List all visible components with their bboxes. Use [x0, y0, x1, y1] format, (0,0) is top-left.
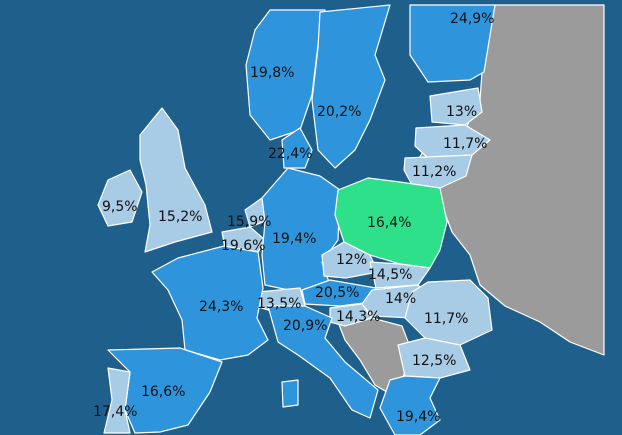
denmark-shape — [281, 127, 313, 169]
portugal-shape — [103, 367, 131, 434]
label-denmark: 22,4% — [268, 146, 312, 162]
ireland-shape — [97, 169, 143, 227]
label-hungary: 14% — [385, 291, 416, 307]
poland-shape — [334, 177, 448, 269]
label-slovenia: 14,3% — [336, 309, 380, 325]
france-shape — [151, 245, 269, 361]
label-lithuania: 11,2% — [412, 164, 456, 180]
label-greece: 19,4% — [396, 409, 440, 425]
label-austria: 20,5% — [315, 285, 359, 301]
label-norway: 19,8% — [250, 65, 294, 81]
italy-shape — [267, 305, 379, 419]
romania-shape — [404, 279, 493, 346]
label-czechia: 12% — [336, 252, 367, 268]
label-finland: 24,9% — [450, 11, 494, 27]
value-labels: 19,8% 20,2% 24,9% 13% 11,7% 11,2% 22,4% … — [93, 11, 494, 425]
sardinia-shape — [281, 379, 299, 408]
sweden-shape — [311, 4, 391, 169]
label-belgium: 19,6% — [221, 238, 265, 254]
label-poland: 16,4% — [367, 215, 411, 231]
label-bulgaria: 12,5% — [412, 353, 456, 369]
label-ireland: 9,5% — [102, 199, 138, 215]
slovakia-shape — [369, 261, 431, 289]
finland-shape — [409, 4, 496, 83]
label-italy: 20,9% — [283, 318, 327, 334]
estonia-shape — [429, 87, 483, 126]
label-portugal: 17,4% — [93, 404, 137, 420]
label-germany: 19,4% — [272, 231, 316, 247]
label-france: 24,3% — [199, 299, 243, 315]
label-united-kingdom: 15,2% — [158, 209, 202, 225]
united-kingdom-shape — [139, 107, 213, 253]
label-spain: 16,6% — [141, 384, 185, 400]
label-estonia: 13% — [446, 104, 477, 120]
greece-shape — [379, 375, 441, 435]
label-romania: 11,7% — [424, 311, 468, 327]
label-slovakia: 14,5% — [368, 267, 412, 283]
label-netherlands: 15,9% — [227, 214, 271, 230]
label-latvia: 11,7% — [443, 136, 487, 152]
label-switzerland: 13,5% — [257, 296, 301, 312]
label-sweden: 20,2% — [317, 104, 361, 120]
